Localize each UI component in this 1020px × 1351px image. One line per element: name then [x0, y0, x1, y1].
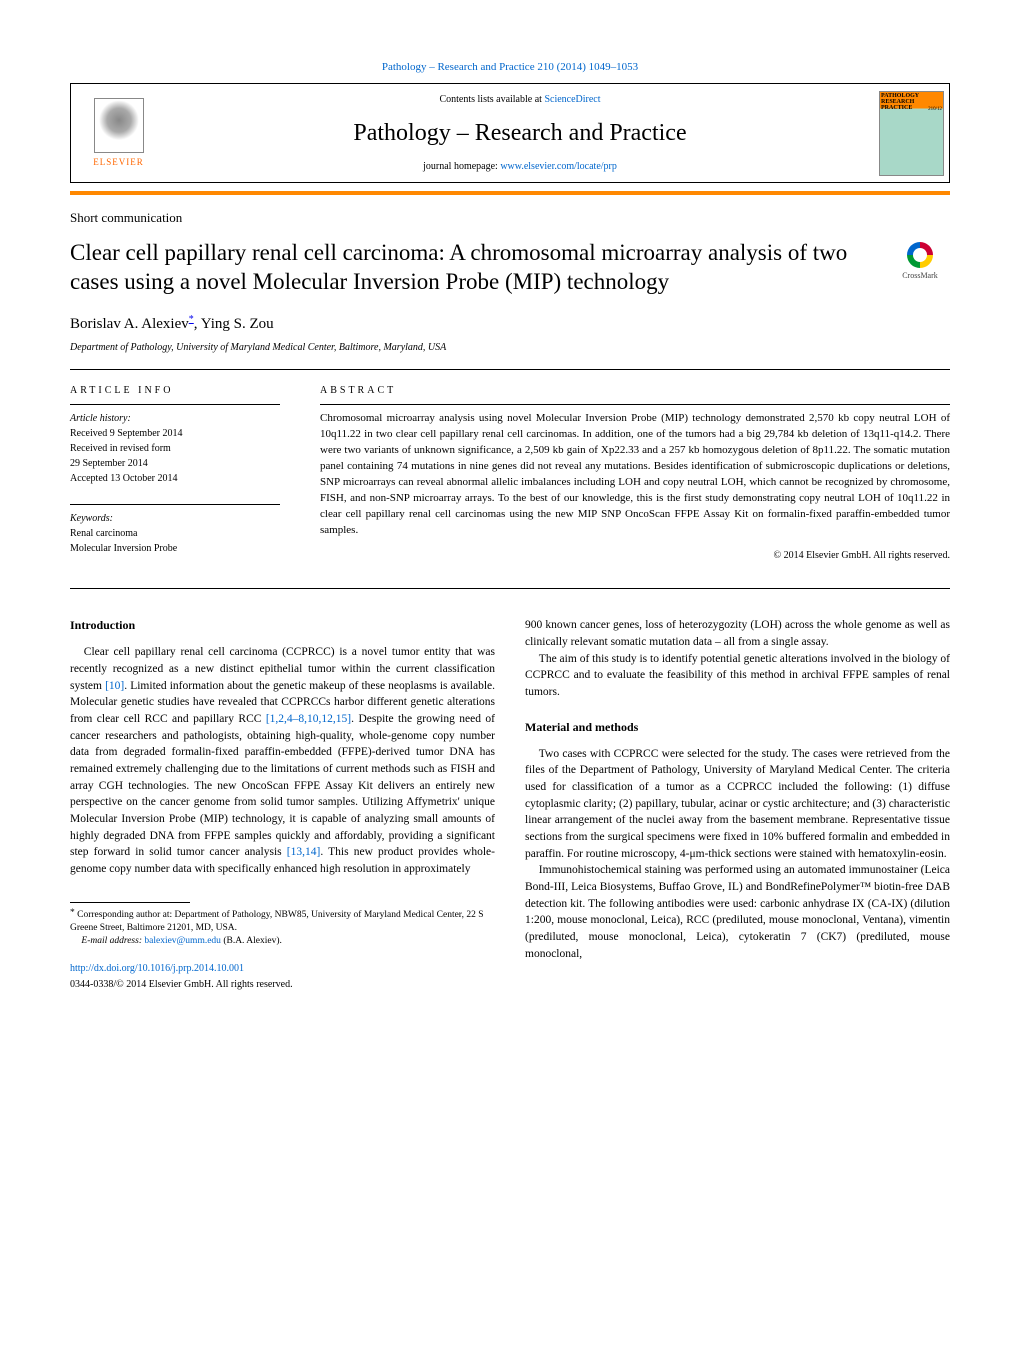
- homepage-prefix: journal homepage:: [423, 161, 500, 172]
- email-suffix: (B.A. Alexiev).: [221, 936, 282, 946]
- crossmark-badge[interactable]: CrossMark: [890, 242, 950, 281]
- elsevier-tree-icon: [94, 98, 144, 153]
- article-info-rule: [70, 404, 280, 405]
- ref-link-13-14[interactable]: [13,14]: [287, 846, 321, 858]
- footnote-rule: [70, 902, 190, 903]
- issn-copyright-line: 0344-0338/© 2014 Elsevier GmbH. All righ…: [70, 978, 495, 992]
- contents-prefix: Contents lists available at: [439, 94, 544, 105]
- abstract-rule: [320, 404, 950, 405]
- header-center: Contents lists available at ScienceDirec…: [166, 84, 874, 182]
- email-link[interactable]: balexiev@umm.edu: [144, 936, 221, 946]
- cover-vol: 210/12: [928, 106, 942, 113]
- intro-aim-paragraph: The aim of this study is to identify pot…: [525, 651, 950, 701]
- abstract-column: abstract Chromosomal microarray analysis…: [320, 384, 950, 574]
- intro-continuation: 900 known cancer genes, loss of heterozy…: [525, 617, 950, 650]
- crossmark-icon: [907, 242, 933, 268]
- accepted-date: Accepted 13 October 2014: [70, 471, 280, 486]
- ref-link-10[interactable]: [10]: [105, 680, 124, 692]
- body-column-right: 900 known cancer genes, loss of heterozy…: [525, 617, 950, 992]
- authors: Borislav A. Alexiev*, Ying S. Zou: [70, 313, 950, 335]
- header-citation: Pathology – Research and Practice 210 (2…: [70, 60, 950, 75]
- contents-available-line: Contents lists available at ScienceDirec…: [439, 93, 600, 107]
- elsevier-logo[interactable]: ELSEVIER: [71, 84, 166, 182]
- keyword-1: Renal carcinoma: [70, 526, 280, 541]
- abstract-copyright: © 2014 Elsevier GmbH. All rights reserve…: [320, 549, 950, 563]
- footnote-text: Corresponding author at: Department of P…: [70, 910, 484, 933]
- received-date: Received 9 September 2014: [70, 426, 280, 441]
- journal-cover[interactable]: PATHOLOGY RESEARCH PRACTICE 210/12: [874, 84, 949, 182]
- affiliation: Department of Pathology, University of M…: [70, 341, 950, 355]
- article-info-column: article info Article history: Received 9…: [70, 384, 280, 574]
- article-type: Short communication: [70, 209, 950, 227]
- meta-bottom-rule: [70, 588, 950, 589]
- article-info-heading: article info: [70, 384, 280, 398]
- history-label: Article history:: [70, 411, 280, 426]
- ref-link-multi[interactable]: [1,2,4–8,10,12,15]: [266, 713, 351, 725]
- journal-title: Pathology – Research and Practice: [353, 117, 686, 151]
- keywords-label: Keywords:: [70, 511, 280, 526]
- crossmark-label: CrossMark: [902, 270, 938, 281]
- cover-thumbnail-icon: PATHOLOGY RESEARCH PRACTICE 210/12: [879, 91, 944, 176]
- intro-paragraph-1: Clear cell papillary renal cell carcinom…: [70, 644, 495, 877]
- introduction-heading: Introduction: [70, 617, 495, 634]
- revised-date-2: 29 September 2014: [70, 456, 280, 471]
- sciencedirect-link[interactable]: ScienceDirect: [544, 94, 600, 105]
- homepage-line: journal homepage: www.elsevier.com/locat…: [423, 160, 617, 174]
- doi-link[interactable]: http://dx.doi.org/10.1016/j.prp.2014.10.…: [70, 963, 244, 974]
- doi-line: http://dx.doi.org/10.1016/j.prp.2014.10.…: [70, 962, 495, 976]
- abstract-heading: abstract: [320, 384, 950, 398]
- corresponding-author-footnote: * Corresponding author at: Department of…: [70, 909, 495, 936]
- author-1: Borislav A. Alexiev: [70, 316, 189, 332]
- orange-divider: [70, 191, 950, 195]
- homepage-link[interactable]: www.elsevier.com/locate/prp: [500, 161, 617, 172]
- materials-methods-heading: Material and methods: [525, 719, 950, 736]
- mm-paragraph-1: Two cases with CCPRCC were selected for …: [525, 746, 950, 863]
- keywords-rule: [70, 504, 280, 505]
- keyword-2: Molecular Inversion Probe: [70, 541, 280, 556]
- journal-header-box: ELSEVIER Contents lists available at Sci…: [70, 83, 950, 183]
- article-title: Clear cell papillary renal cell carcinom…: [70, 238, 870, 298]
- elsevier-label: ELSEVIER: [93, 156, 144, 169]
- intro-text-1c: . Despite the growing need of cancer res…: [70, 713, 495, 858]
- email-footnote: E-mail address: balexiev@umm.edu (B.A. A…: [70, 935, 495, 948]
- revised-date-1: Received in revised form: [70, 441, 280, 456]
- body-column-left: Introduction Clear cell papillary renal …: [70, 617, 495, 992]
- footnote-marker: *: [70, 908, 75, 918]
- email-label: E-mail address:: [81, 936, 144, 946]
- author-2: , Ying S. Zou: [194, 316, 274, 332]
- mm-paragraph-2: Immunohistochemical staining was perform…: [525, 862, 950, 962]
- abstract-text: Chromosomal microarray analysis using no…: [320, 411, 950, 539]
